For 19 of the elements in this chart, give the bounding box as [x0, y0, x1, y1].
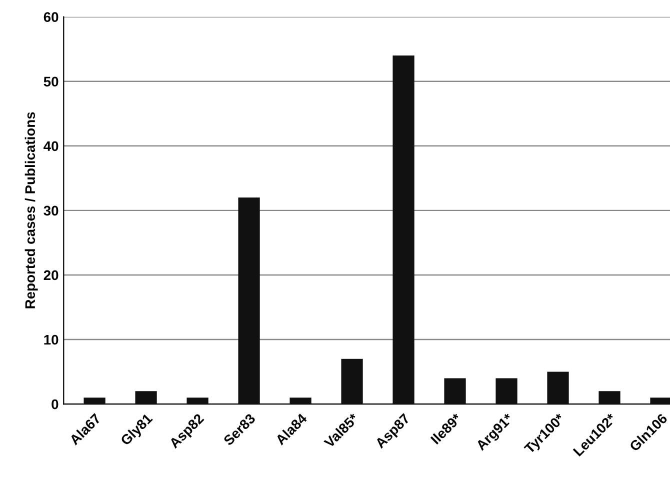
bar — [496, 378, 518, 404]
bar — [444, 378, 466, 404]
y-tick-label: 50 — [44, 76, 58, 87]
y-tick-label: 60 — [44, 12, 58, 22]
bar — [547, 372, 569, 404]
bar — [392, 56, 414, 404]
bar — [290, 398, 312, 404]
bar — [341, 358, 363, 404]
bar — [135, 391, 157, 404]
bar — [84, 398, 106, 404]
y-tick-label: 10 — [44, 334, 58, 345]
bar — [238, 198, 260, 404]
y-axis-title: Reported cases / Publications — [24, 112, 38, 308]
y-tick-label: 30 — [44, 206, 58, 216]
bar — [186, 398, 208, 404]
y-tick-label: 20 — [44, 270, 58, 280]
bar — [598, 391, 620, 404]
y-tick-label: 0 — [52, 399, 58, 410]
y-tick-label: 40 — [44, 141, 58, 152]
